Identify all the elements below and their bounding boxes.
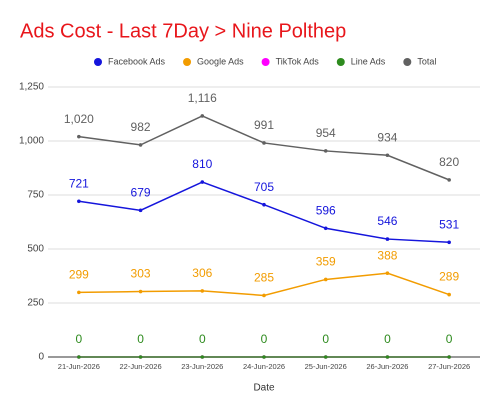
x-axis-title: Date — [253, 383, 275, 394]
x-tick-label: 25-Jun-2026 — [305, 362, 347, 371]
data-label: 303 — [131, 267, 151, 281]
legend-label: TikTok Ads — [276, 56, 320, 66]
chart-title: Ads Cost - Last 7Day > Nine Polthep — [20, 20, 346, 42]
y-tick-label: 1,000 — [19, 136, 44, 147]
data-label: 982 — [131, 120, 151, 134]
data-point — [138, 289, 143, 294]
data-label: 388 — [377, 248, 397, 262]
data-point — [323, 226, 328, 231]
data-label: 810 — [192, 157, 212, 171]
data-label: 289 — [439, 270, 459, 284]
data-point — [200, 355, 205, 359]
data-label: 0 — [446, 332, 453, 346]
x-tick-label: 27-Jun-2026 — [428, 362, 470, 371]
legend-marker — [336, 58, 345, 66]
data-point — [262, 293, 266, 298]
legend-marker — [183, 58, 192, 66]
data-point — [323, 355, 328, 359]
data-label: 0 — [199, 332, 206, 346]
data-point — [323, 149, 328, 153]
data-label: 0 — [76, 332, 83, 346]
x-tick-label: 21-Jun-2026 — [58, 362, 100, 371]
legend-label: Total — [417, 56, 436, 66]
data-label: 0 — [322, 332, 329, 346]
data-point — [138, 208, 143, 213]
data-point — [385, 237, 390, 241]
data-point — [447, 178, 451, 182]
data-label: 1,116 — [188, 91, 217, 105]
data-point — [262, 141, 266, 145]
y-tick-label: 750 — [27, 190, 44, 201]
data-point — [447, 355, 451, 359]
legend-label: Facebook Ads — [108, 56, 166, 66]
data-point — [385, 271, 390, 275]
data-label: 596 — [316, 203, 336, 217]
legend-marker — [94, 58, 102, 66]
data-point — [138, 143, 143, 147]
data-label: 705 — [254, 180, 274, 194]
data-label: 954 — [316, 126, 336, 140]
legend-marker — [261, 58, 270, 66]
data-point — [77, 355, 81, 359]
data-point — [447, 292, 451, 297]
data-label: 820 — [439, 155, 459, 169]
legend-marker — [403, 58, 412, 66]
y-tick-label: 0 — [38, 352, 44, 363]
data-point — [262, 202, 266, 207]
y-tick-label: 250 — [27, 298, 44, 309]
data-point — [447, 240, 451, 245]
data-label: 0 — [384, 332, 391, 346]
data-point — [200, 180, 205, 184]
data-point — [200, 114, 205, 118]
data-label: 679 — [131, 186, 151, 200]
x-tick-label: 23-Jun-2026 — [181, 362, 223, 371]
data-point — [323, 277, 328, 282]
data-label: 0 — [261, 332, 268, 346]
x-tick-label: 24-Jun-2026 — [243, 362, 285, 371]
data-label: 359 — [316, 255, 336, 269]
data-point — [262, 355, 266, 359]
data-point — [385, 153, 390, 158]
x-tick-label: 22-Jun-2026 — [120, 362, 162, 371]
data-label: 1,020 — [64, 112, 94, 126]
y-tick-label: 500 — [27, 244, 44, 255]
data-label: 991 — [254, 118, 274, 132]
y-tick-label: 1,250 — [19, 82, 44, 93]
data-label: 721 — [69, 176, 89, 190]
data-label: 531 — [439, 217, 459, 231]
data-point — [200, 289, 205, 293]
data-label: 0 — [137, 332, 144, 346]
data-point — [77, 134, 81, 139]
data-point — [77, 290, 81, 295]
x-tick-label: 26-Jun-2026 — [366, 362, 408, 371]
data-point — [385, 355, 390, 359]
data-point — [138, 355, 143, 359]
data-label: 934 — [377, 130, 397, 144]
data-point — [77, 199, 81, 204]
legend-label: Google Ads — [197, 56, 244, 66]
data-label: 306 — [192, 266, 212, 280]
legend-label: Line Ads — [351, 56, 386, 66]
data-label: 546 — [377, 214, 397, 228]
data-label: 285 — [254, 271, 274, 285]
data-label: 299 — [69, 268, 89, 282]
